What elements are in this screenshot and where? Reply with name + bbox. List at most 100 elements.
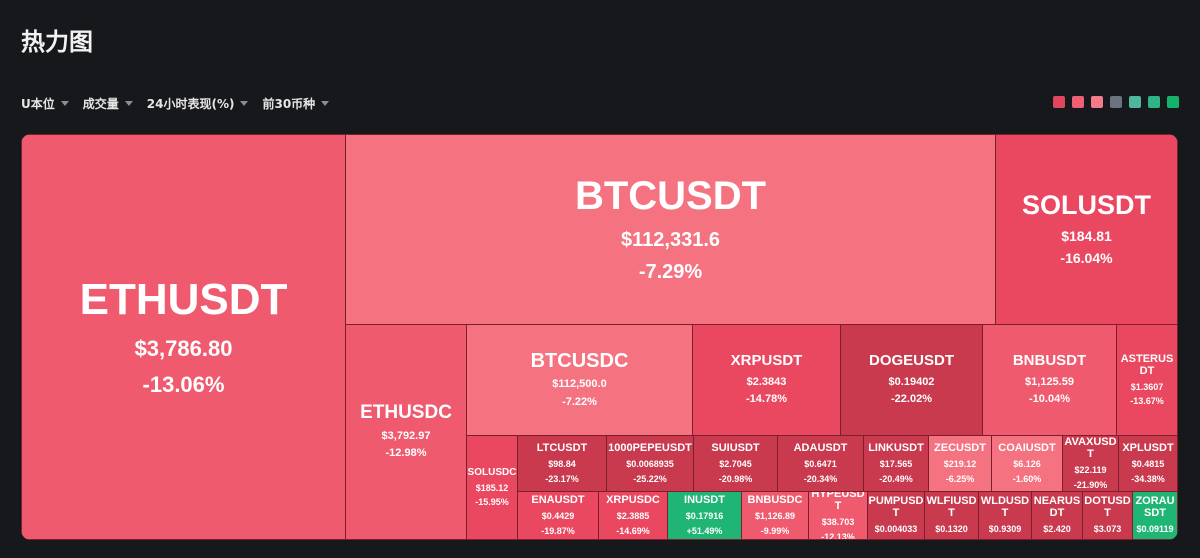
tile-symbol: SUIUSDT [711, 442, 760, 455]
tile-change: -23.17% [545, 473, 579, 484]
tile-symbol: BTCUSDC [530, 350, 629, 373]
heatmap-tile[interactable]: 1000PEPEUSDT $0.0068935 -25.22% [606, 435, 694, 492]
tile-symbol: ETHUSDC [360, 401, 452, 423]
tile-price: $0.004033 [874, 524, 918, 535]
filter-performance[interactable]: 24小时表现(%) [147, 95, 249, 112]
heatmap-tile[interactable]: DOTUSDT $3.073 [1082, 491, 1133, 540]
tile-change: -20.98% [718, 473, 753, 484]
tile-price: $98.84 [548, 459, 576, 470]
heatmap-tile[interactable]: LINKUSDT $17.565 -20.49% [863, 435, 929, 492]
tile-symbol: WLDUSDT [980, 495, 1030, 520]
chevron-down-icon [60, 101, 69, 106]
tile-symbol: HYPEUSDT [811, 491, 865, 513]
tile-symbol: LTCUSDT [536, 442, 588, 455]
heatmap-tile[interactable]: LTCUSDT $98.84 -23.17% [517, 435, 607, 492]
heatmap-tile[interactable]: SOLUSDT $184.81 -16.04% [995, 134, 1178, 325]
tile-price: $3,792.97 [381, 429, 431, 442]
tile-symbol: BNBUSDT [1012, 352, 1087, 369]
tile-price: $185.12 [475, 482, 509, 493]
chevron-down-icon [124, 101, 133, 106]
tile-symbol: ADAUSDT [793, 442, 848, 455]
heatmap-tile[interactable]: AVAXUSDT $22.119 -21.90% [1062, 435, 1119, 492]
color-legend [1053, 96, 1179, 108]
heatmap-tile[interactable]: ETHUSDT $3,786.80 -13.06% [21, 134, 346, 540]
tile-price: $1,126.89 [754, 511, 796, 522]
heatmap-tile[interactable]: SUIUSDT $2.7045 -20.98% [693, 435, 778, 492]
tile-change: -20.49% [879, 473, 913, 484]
legend-swatch [1072, 96, 1084, 108]
tile-price: $0.4815 [1131, 459, 1165, 470]
heatmap-tile[interactable]: HYPEUSDT $38.703 -12.13% [808, 491, 868, 540]
legend-swatch [1148, 96, 1160, 108]
tile-change: +51.49% [686, 525, 723, 536]
tile-price: $219.12 [943, 459, 977, 470]
tile-change: -6.25% [945, 473, 975, 484]
heatmap-tile[interactable]: BTCUSDC $112,500.0 -7.22% [466, 324, 693, 436]
tile-symbol: ENAUSDT [531, 494, 585, 507]
heatmap-tile[interactable]: WLDUSDT $0.9309 [978, 491, 1032, 540]
heatmap-tile[interactable]: BNBUSDC $1,126.89 -9.99% [741, 491, 809, 540]
heatmap-tile[interactable]: PUMPUSDT $0.004033 [867, 491, 925, 540]
tile-symbol: BTCUSDT [574, 174, 767, 218]
heatmap-tile[interactable]: ETHUSDC $3,792.97 -12.98% [345, 324, 467, 540]
filter-margin-type[interactable]: U本位 [21, 95, 69, 112]
heatmap-tile[interactable]: ZORAUSDT $0.09119 [1132, 491, 1178, 540]
tile-change: -12.13% [821, 531, 855, 540]
legend-swatch [1091, 96, 1103, 108]
tile-symbol: ZORAUSDT [1135, 495, 1175, 520]
heatmap-tile[interactable]: BNBUSDT $1,125.59 -10.04% [982, 324, 1117, 436]
tile-change: -16.04% [1060, 250, 1113, 267]
heatmap-tile[interactable]: XPLUSDT $0.4815 -34.38% [1118, 435, 1178, 492]
tile-change: -7.29% [638, 261, 703, 283]
tile-price: $0.1320 [935, 524, 968, 535]
tile-change: -9.99% [760, 525, 790, 536]
heatmap-tile[interactable]: DOGEUSDT $0.19402 -22.02% [840, 324, 983, 436]
tile-change: -20.34% [803, 473, 838, 484]
heatmap-tile[interactable]: XRPUSDT $2.3843 -14.78% [692, 324, 841, 436]
heatmap-tile[interactable]: XRPUSDC $2.3885 -14.69% [598, 491, 668, 540]
tile-symbol: DOTUSDT [1084, 495, 1131, 520]
tile-price: $184.81 [1061, 227, 1112, 244]
tile-symbol: AVAXUSDT [1064, 436, 1117, 461]
page-title: 热力图 [21, 28, 93, 56]
heatmap-tile[interactable]: NEARUSDT $2.420 [1031, 491, 1083, 540]
tile-symbol: 1000PEPEUSDT [608, 442, 692, 455]
tile-symbol: ASTERUSDT [1120, 352, 1174, 377]
tile-change: -14.69% [616, 525, 650, 536]
tile-symbol: COAIUSDT [998, 442, 1056, 455]
tile-change: -22.02% [891, 393, 932, 406]
filter-bar: U本位 成交量 24小时表现(%) 前30币种 [21, 95, 330, 112]
tile-price: $0.4429 [541, 511, 575, 522]
filter-label: 24小时表现(%) [146, 97, 235, 111]
heatmap-tile[interactable]: ADAUSDT $0.6471 -20.34% [777, 435, 864, 492]
heatmap-tile[interactable]: COAIUSDT $6.126 -1.60% [991, 435, 1063, 492]
tile-symbol: XRPUSDC [606, 494, 660, 507]
tile-price: $38.703 [821, 517, 855, 528]
tile-symbol: PUMPUSDT [868, 495, 924, 520]
tile-price: $2.3885 [616, 511, 650, 522]
filter-top-coins[interactable]: 前30币种 [262, 95, 330, 112]
tile-change: -15.95% [475, 497, 509, 507]
tile-price: $112,331.6 [621, 229, 720, 251]
heatmap-tile[interactable]: ZECUSDT $219.12 -6.25% [928, 435, 992, 492]
filter-label: U本位 [21, 97, 55, 111]
tile-price: $1,125.59 [1025, 375, 1074, 388]
heatmap-tile[interactable]: BTCUSDT $112,331.6 -7.29% [345, 134, 996, 325]
filter-metric[interactable]: 成交量 [83, 95, 133, 112]
tile-price: $0.09119 [1136, 524, 1174, 535]
tile-change: -13.06% [142, 371, 225, 397]
tile-symbol: BNBUSDC [747, 494, 803, 507]
heatmap-tile[interactable]: ASTERUSDT $1.3607 -13.67% [1116, 324, 1178, 436]
tile-price: $2.7045 [719, 459, 752, 470]
heatmap-tile[interactable]: SOLUSDC $185.12 -15.95% [466, 435, 518, 540]
heatmap-tile[interactable]: INUSDT $0.17916 +51.49% [667, 491, 742, 540]
tile-symbol: WLFIUSDT [926, 495, 977, 520]
tile-price: $3.073 [1093, 524, 1122, 535]
tile-price: $0.0068935 [626, 459, 674, 470]
tile-price: $0.9309 [988, 524, 1022, 535]
heatmap-tile[interactable]: WLFIUSDT $0.1320 [924, 491, 979, 540]
heatmap-tile[interactable]: ENAUSDT $0.4429 -19.87% [517, 491, 599, 540]
tile-change: -25.22% [633, 473, 667, 484]
tile-price: $1.3607 [1130, 381, 1164, 392]
tile-symbol: LINKUSDT [868, 442, 924, 455]
